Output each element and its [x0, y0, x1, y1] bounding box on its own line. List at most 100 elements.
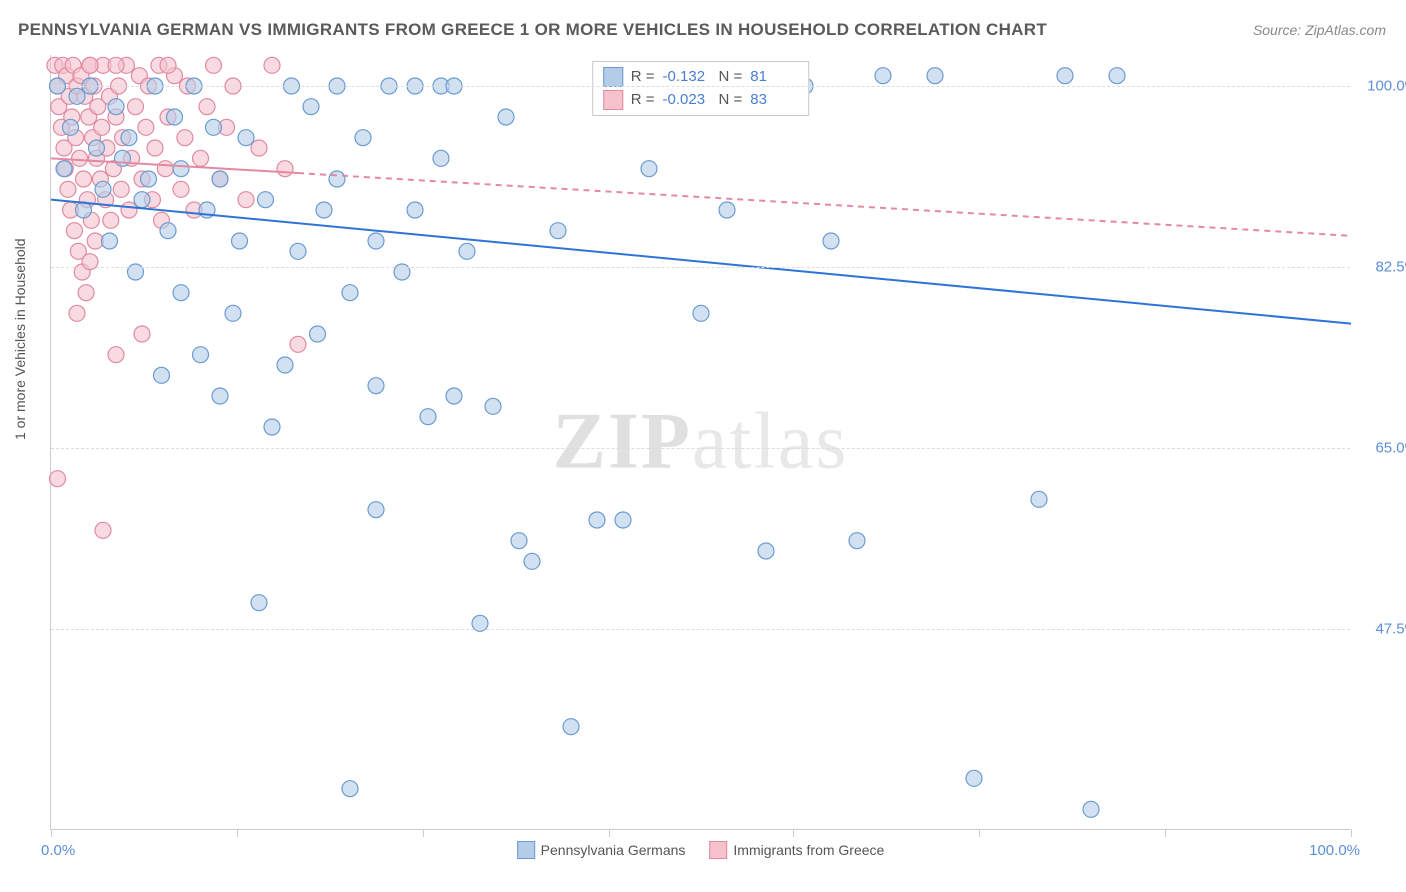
x-tick — [609, 829, 610, 837]
data-point — [758, 543, 774, 559]
data-point — [199, 99, 215, 115]
data-point — [121, 202, 137, 218]
data-point — [615, 512, 631, 528]
legend-swatch-1 — [709, 841, 727, 859]
data-point — [138, 119, 154, 135]
data-point — [95, 181, 111, 197]
data-point — [849, 533, 865, 549]
stats-swatch-0 — [603, 67, 623, 87]
trend-line-dashed — [298, 173, 1351, 236]
data-point — [485, 398, 501, 414]
data-point — [173, 161, 189, 177]
stats-legend: R = -0.132 N = 81 R = -0.023 N = 83 — [592, 61, 810, 116]
x-tick — [423, 829, 424, 837]
x-tick — [979, 829, 980, 837]
x-tick — [51, 829, 52, 837]
data-point — [225, 305, 241, 321]
data-point — [206, 119, 222, 135]
data-point — [108, 57, 124, 73]
data-point — [251, 595, 267, 611]
data-point — [212, 388, 228, 404]
data-point — [78, 285, 94, 301]
data-point — [251, 140, 267, 156]
data-point — [316, 202, 332, 218]
y-tick-label: 82.5% — [1375, 258, 1406, 275]
data-point — [420, 409, 436, 425]
data-point — [342, 781, 358, 797]
data-point — [173, 181, 189, 197]
data-point — [128, 99, 144, 115]
data-point — [1083, 801, 1099, 817]
data-point — [355, 130, 371, 146]
data-point — [459, 243, 475, 259]
data-point — [95, 522, 111, 538]
data-point — [141, 171, 157, 187]
legend-label-0: Pennsylvania Germans — [541, 842, 686, 858]
data-point — [290, 336, 306, 352]
data-point — [277, 161, 293, 177]
data-point — [823, 233, 839, 249]
data-point — [238, 130, 254, 146]
data-point — [157, 161, 173, 177]
data-point — [368, 502, 384, 518]
x-tick — [1351, 829, 1352, 837]
bottom-legend: Pennsylvania Germans Immigrants from Gre… — [517, 841, 885, 859]
data-point — [173, 285, 189, 301]
legend-item-0: Pennsylvania Germans — [517, 841, 686, 859]
correlation-chart: PENNSYLVANIA GERMAN VS IMMIGRANTS FROM G… — [0, 0, 1406, 892]
data-point — [966, 770, 982, 786]
gridline-h — [51, 267, 1350, 268]
data-point — [102, 233, 118, 249]
data-point — [56, 161, 72, 177]
x-tick — [237, 829, 238, 837]
data-point — [524, 553, 540, 569]
data-point — [342, 285, 358, 301]
y-tick-label: 65.0% — [1375, 439, 1406, 456]
data-point — [550, 223, 566, 239]
source-attribution: Source: ZipAtlas.com — [1253, 22, 1386, 38]
data-point — [76, 171, 92, 187]
data-point — [1109, 68, 1125, 84]
data-point — [875, 68, 891, 84]
data-point — [563, 719, 579, 735]
stats-row-series-1: R = -0.023 N = 83 — [603, 89, 799, 112]
data-point — [94, 119, 110, 135]
chart-title: PENNSYLVANIA GERMAN VS IMMIGRANTS FROM G… — [18, 20, 1047, 40]
data-point — [60, 181, 76, 197]
plot-area: ZIPatlas R = -0.132 N = 81 R = -0.023 N … — [50, 55, 1350, 830]
scatter-svg — [51, 55, 1350, 829]
data-point — [693, 305, 709, 321]
data-point — [108, 347, 124, 363]
x-axis-max-label: 100.0% — [1309, 842, 1360, 859]
data-point — [232, 233, 248, 249]
data-point — [121, 130, 137, 146]
x-tick — [793, 829, 794, 837]
data-point — [82, 57, 98, 73]
data-point — [206, 57, 222, 73]
gridline-h — [51, 86, 1350, 87]
data-point — [134, 192, 150, 208]
data-point — [277, 357, 293, 373]
data-point — [368, 233, 384, 249]
legend-item-1: Immigrants from Greece — [709, 841, 884, 859]
data-point — [87, 233, 103, 249]
data-point — [498, 109, 514, 125]
data-point — [76, 202, 92, 218]
data-point — [160, 223, 176, 239]
data-point — [446, 388, 462, 404]
x-tick — [1165, 829, 1166, 837]
data-point — [113, 181, 129, 197]
data-point — [160, 57, 176, 73]
data-point — [927, 68, 943, 84]
data-point — [1057, 68, 1073, 84]
data-point — [134, 326, 150, 342]
data-point — [368, 378, 384, 394]
y-tick-label: 47.5% — [1375, 620, 1406, 637]
legend-swatch-0 — [517, 841, 535, 859]
data-point — [115, 150, 131, 166]
data-point — [69, 88, 85, 104]
data-point — [407, 202, 423, 218]
data-point — [66, 223, 82, 239]
data-point — [290, 243, 306, 259]
data-point — [641, 161, 657, 177]
